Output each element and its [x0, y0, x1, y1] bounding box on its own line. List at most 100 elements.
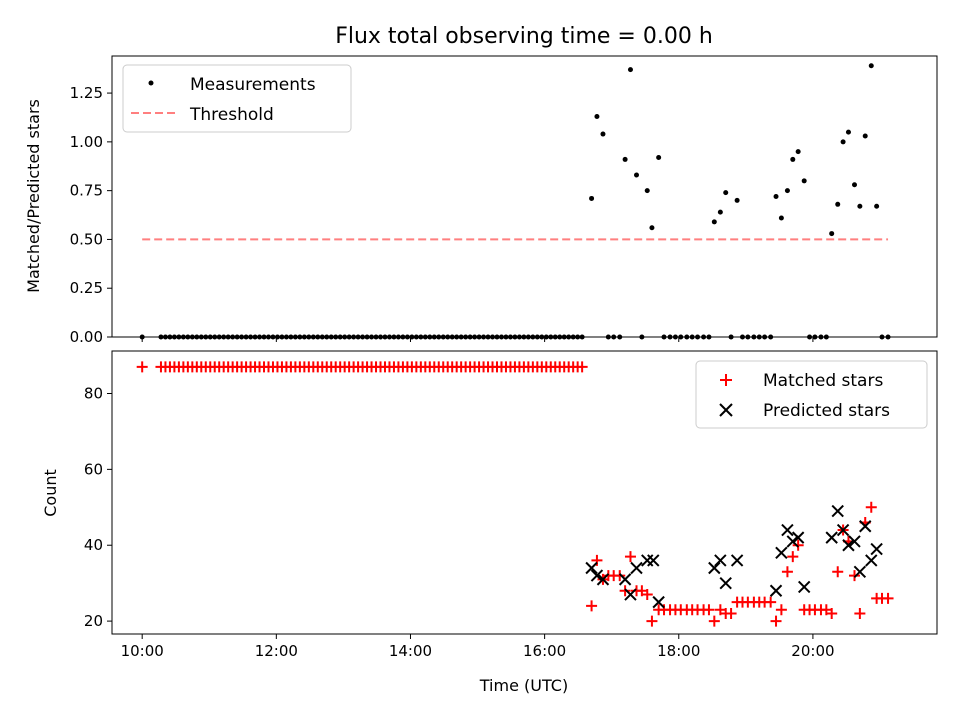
predicted-star-point	[848, 535, 861, 548]
predicted-star-point	[825, 531, 838, 544]
measurement-point	[649, 225, 655, 231]
measurement-point	[723, 190, 729, 196]
predicted-star-point	[791, 531, 805, 544]
predicted-star-point	[596, 573, 610, 586]
measurement-point	[717, 209, 723, 215]
matched-star-point	[576, 361, 588, 373]
predicted-star-point	[836, 523, 850, 537]
measurement-point	[845, 129, 851, 135]
matched-star-point	[826, 608, 838, 620]
predicted-star-point	[590, 569, 604, 582]
predicted-star-point	[781, 523, 794, 537]
y-axis-ticks-ratio: 0.00 0.25 0.50 0.75 1.00 1.25	[70, 84, 112, 346]
predicted-star-point	[786, 535, 800, 548]
measurement-point	[622, 156, 628, 162]
predicted-star-point	[708, 561, 721, 575]
matched-star-point	[865, 501, 877, 513]
legend-marker-predicted	[719, 403, 733, 417]
x-tick-label: 16:00	[523, 642, 566, 660]
predicted-star-point	[624, 588, 637, 601]
measurement-point	[634, 172, 640, 178]
predicted-star-point	[870, 542, 883, 556]
measurement-point	[862, 133, 868, 139]
ratio-panel: Flux total observing time = 0.00 h Match…	[24, 24, 938, 346]
measurement-point	[801, 178, 807, 184]
matched-star-point	[781, 566, 793, 578]
measurement-point	[656, 154, 662, 160]
count-legend-box	[695, 360, 928, 429]
measurement-point	[790, 156, 796, 162]
chart-title: Flux total observing time = 0.00 h	[335, 24, 713, 49]
matched-star-point	[703, 604, 715, 616]
ratio-y-tick-label: 0.25	[70, 279, 103, 297]
legend-marker-matched	[720, 374, 732, 386]
x-axis-label: Time (UTC)	[479, 676, 568, 695]
x-tick-label: 18:00	[657, 642, 700, 660]
predicted-star-point	[630, 561, 643, 575]
y-axis-label-ratio: Matched/Predicted stars	[24, 99, 43, 293]
measurement-point	[784, 188, 790, 194]
predicted-star-point	[797, 580, 811, 594]
measurement-point	[711, 219, 717, 225]
measurement-point	[852, 182, 857, 188]
ratio-y-tick-label: 0.75	[70, 182, 103, 200]
predicted-star-point	[585, 561, 598, 575]
measurement-point	[589, 195, 595, 201]
predicted-star-point	[865, 554, 878, 567]
ratio-legend: Measurements Threshold	[122, 64, 352, 133]
count-panel: Count Time (UTC) 20 40 60 80 10:00 12:00 14:0…	[41, 350, 938, 695]
predicted-star-point	[647, 554, 660, 567]
measurement-point	[600, 131, 606, 137]
x-tick-label: 20:00	[791, 642, 834, 660]
measurement-point	[840, 139, 846, 145]
predicted-star-point	[859, 520, 872, 533]
ratio-y-tick-label: 1.00	[70, 133, 103, 151]
matched-star-point	[624, 551, 636, 563]
measurement-point	[778, 215, 784, 221]
matched-star-point	[787, 551, 799, 563]
legend-label-threshold: Threshold	[189, 105, 274, 125]
matched-star-point	[619, 585, 631, 597]
y-axis-label-count: Count	[41, 469, 60, 517]
predicted-star-point	[719, 576, 732, 590]
measurement-point	[795, 149, 801, 155]
matched-star-point	[849, 570, 860, 582]
legend-marker-measurements	[148, 80, 154, 86]
x-tick-label: 10:00	[121, 642, 164, 660]
count-y-tick-label: 60	[84, 460, 103, 478]
predicted-star-point	[842, 539, 855, 552]
matched-star-point	[614, 570, 626, 582]
predicted-star-point	[769, 584, 783, 597]
predicted-star-point	[730, 554, 744, 567]
matched-star-point	[765, 596, 777, 608]
count-y-tick-label: 20	[84, 612, 103, 630]
predicted-star-point	[714, 554, 727, 567]
matched-star-point	[591, 554, 603, 566]
y-axis-ticks-count: 20 40 60 80	[84, 384, 112, 630]
matched-star-point	[725, 608, 737, 620]
predicted-star-point	[775, 546, 788, 560]
measurement-point	[868, 63, 874, 69]
measurement-point	[874, 203, 880, 209]
count-legend: Matched stars Predicted stars	[695, 360, 928, 429]
x-axis-ticks: 10:00 12:00 14:00 16:00 18:00 20:00	[121, 634, 835, 660]
measurement-point	[835, 201, 841, 207]
x-tick-label: 14:00	[389, 642, 432, 660]
count-plot-marks	[136, 361, 894, 627]
measurement-point	[857, 203, 863, 209]
legend-label-matched: Matched stars	[763, 371, 883, 391]
ratio-y-tick-label: 0.50	[70, 230, 103, 248]
matched-star-point	[854, 608, 866, 620]
matched-star-point	[641, 589, 653, 601]
matched-star-point	[770, 615, 782, 627]
predicted-star-point	[652, 595, 665, 609]
count-y-tick-label: 80	[84, 384, 103, 402]
ratio-y-tick-label: 0.00	[70, 328, 103, 346]
matched-star-point	[586, 600, 598, 612]
predicted-star-point	[831, 504, 844, 518]
legend-label-measurements: Measurements	[190, 75, 316, 95]
measurement-point	[829, 231, 835, 237]
count-y-tick-label: 40	[84, 536, 103, 554]
matched-star-point	[708, 615, 720, 627]
predicted-star-point	[618, 573, 632, 586]
